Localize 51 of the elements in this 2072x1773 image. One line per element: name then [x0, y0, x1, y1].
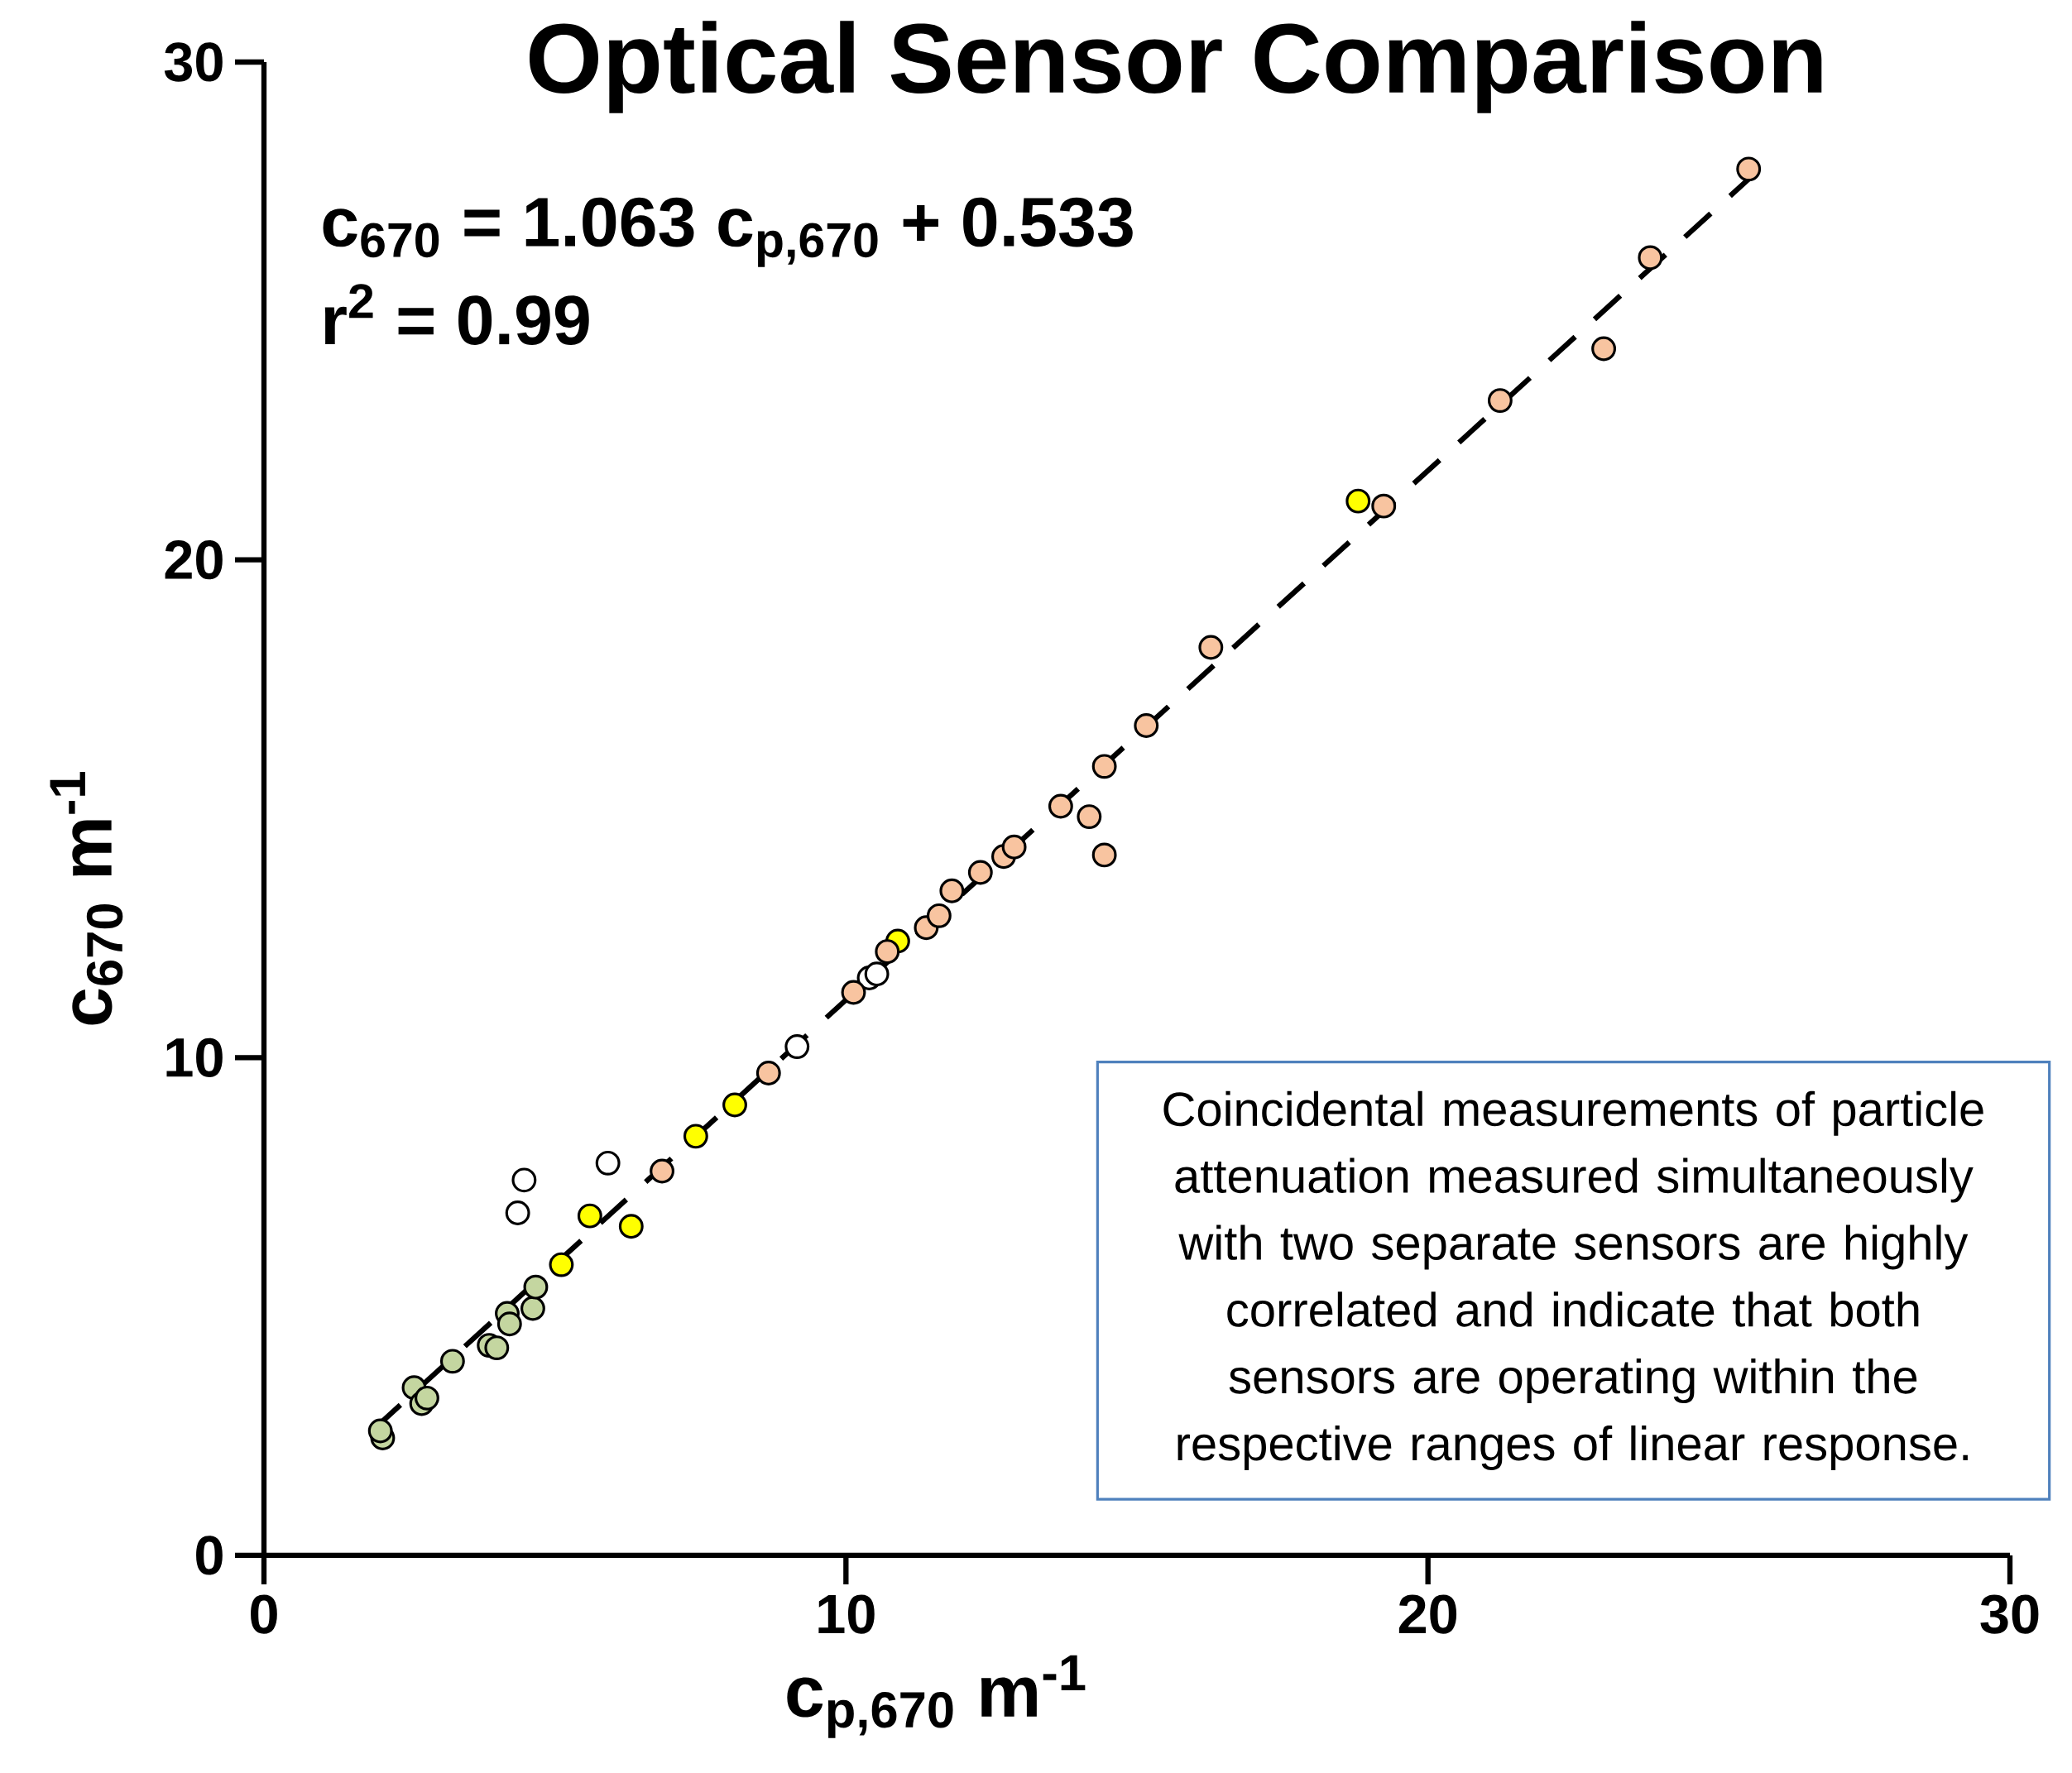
point — [1077, 804, 1102, 830]
point — [496, 1311, 522, 1337]
x-tick-label: 10 — [818, 1594, 875, 1634]
point — [505, 1200, 530, 1225]
point — [1371, 493, 1397, 519]
y-axis-title: c$_{670}$ m$^{-1}$ — [50, 772, 123, 1025]
point — [439, 1349, 465, 1374]
point — [1736, 156, 1762, 182]
point — [1134, 713, 1159, 738]
point — [939, 878, 965, 903]
annotation: Coincidental measurements of particle attenuation measured simultaneously with two separate sensors are highly correlated and indicate that both sensors are operating within the respective ranges of linear response. — [1163, 1090, 1983, 1470]
point — [864, 961, 890, 987]
point — [926, 903, 952, 928]
point — [523, 1274, 549, 1300]
x-tick-label: 0 — [251, 1594, 277, 1634]
annotation: r$^{2}$ = 0.99 — [324, 284, 589, 345]
point — [1591, 336, 1617, 362]
point — [367, 1418, 393, 1444]
point — [1001, 834, 1027, 860]
point — [1198, 635, 1224, 660]
point — [755, 1061, 781, 1085]
point — [1091, 842, 1117, 868]
point — [875, 939, 900, 965]
x-tick-label: 20 — [1398, 1594, 1457, 1634]
point — [1487, 388, 1513, 414]
annotation: c$_{670}$ = 1.063 c$_{p,670}$ + 0.533 — [323, 197, 1133, 267]
point — [1048, 793, 1073, 819]
y-tick-label: 0 — [196, 1536, 223, 1575]
chart-title: Optical Sensor Comparison — [529, 21, 1822, 113]
point — [618, 1214, 644, 1239]
y-tick-label: 10 — [166, 1037, 223, 1077]
point — [520, 1296, 545, 1321]
point — [683, 1124, 708, 1149]
x-axis-title: c$_{p,670}$ m$^{-1}$ — [787, 1655, 1086, 1738]
point — [722, 1092, 747, 1118]
y-tick-label: 20 — [165, 540, 223, 580]
point — [841, 980, 866, 1005]
point — [650, 1158, 675, 1184]
point — [577, 1203, 602, 1229]
x-tick-label: 30 — [1980, 1594, 2039, 1634]
point — [511, 1167, 537, 1193]
point — [784, 1034, 810, 1060]
point — [415, 1385, 439, 1411]
point — [484, 1335, 510, 1361]
point — [1638, 245, 1663, 271]
point — [1345, 488, 1371, 514]
y-tick-label: 30 — [164, 42, 223, 82]
point — [1091, 754, 1117, 779]
point — [967, 860, 993, 885]
point — [549, 1252, 574, 1277]
point — [595, 1150, 621, 1176]
